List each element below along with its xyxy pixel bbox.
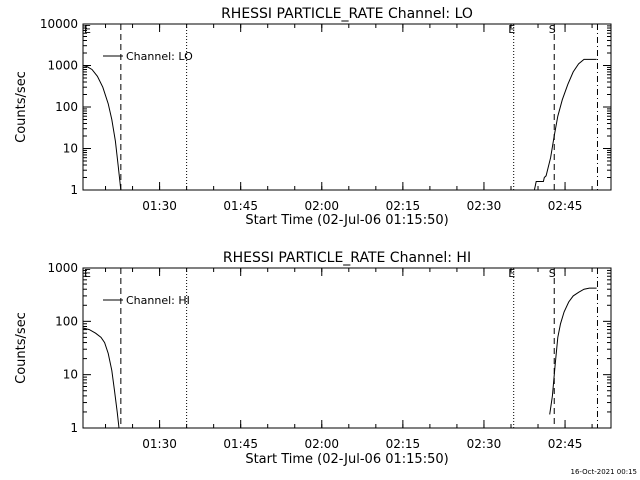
y-tick-label: 100	[55, 100, 78, 114]
y-tick-label: 1000	[47, 261, 78, 275]
x-tick-label: 02:15	[386, 437, 421, 451]
y-tick-label: 10000	[40, 17, 78, 31]
plot-frame	[82, 267, 612, 429]
event-marker-label: S	[549, 23, 556, 36]
event-marker-label: E	[84, 23, 91, 36]
event-marker-label: E	[84, 267, 91, 280]
x-tick-label: 02:30	[467, 437, 502, 451]
y-axis-label: Counts/sec	[14, 71, 29, 143]
series-line-segment	[549, 287, 597, 415]
chart-channel-hi: RHESSI PARTICLE_RATE Channel: HI 1 10 100 10…	[14, 250, 612, 467]
x-tick-label: 01:45	[223, 437, 258, 451]
y-tick-label: 1	[70, 421, 78, 435]
chart-title: RHESSI PARTICLE_RATE Channel: LO	[221, 6, 473, 22]
event-marker-label: S	[549, 267, 556, 280]
y-tick-label: 10	[63, 368, 78, 382]
series-line-segment	[82, 65, 122, 191]
x-axis-label: Start Time (02-Jul-06 01:15:50)	[245, 213, 448, 228]
chart-channel-lo: RHESSI PARTICLE_RATE Channel: LO 1 10 100 10…	[14, 6, 612, 228]
event-marker-label: E	[508, 23, 515, 36]
y-tick-label: 10	[63, 142, 78, 156]
event-marker-label: E	[508, 267, 515, 280]
legend-entry: Channel: HI	[126, 294, 190, 307]
y-tick-label: 1000	[47, 59, 78, 73]
chart-title: RHESSI PARTICLE_RATE Channel: HI	[223, 250, 471, 266]
y-tick-label: 1	[70, 183, 78, 197]
x-tick-label: 01:30	[142, 199, 177, 213]
footer-timestamp: 16-Oct-2021 00:15	[571, 468, 637, 476]
y-tick-label: 100	[55, 314, 78, 328]
plot-frame	[82, 23, 612, 191]
x-tick-label: 02:45	[548, 199, 583, 213]
series-line-segment	[82, 327, 120, 429]
x-tick-label: 02:30	[467, 199, 502, 213]
series-line-segment	[533, 58, 597, 191]
x-tick-label: 02:45	[548, 437, 583, 451]
x-tick-label: 02:00	[304, 199, 339, 213]
y-axis-label: Counts/sec	[14, 312, 29, 384]
x-tick-label: 01:30	[142, 437, 177, 451]
legend-entry: Channel: LO	[126, 50, 193, 63]
x-axis-label: Start Time (02-Jul-06 01:15:50)	[245, 452, 448, 467]
x-tick-label: 02:00	[304, 437, 339, 451]
x-tick-label: 01:45	[223, 199, 258, 213]
x-tick-label: 02:15	[386, 199, 421, 213]
